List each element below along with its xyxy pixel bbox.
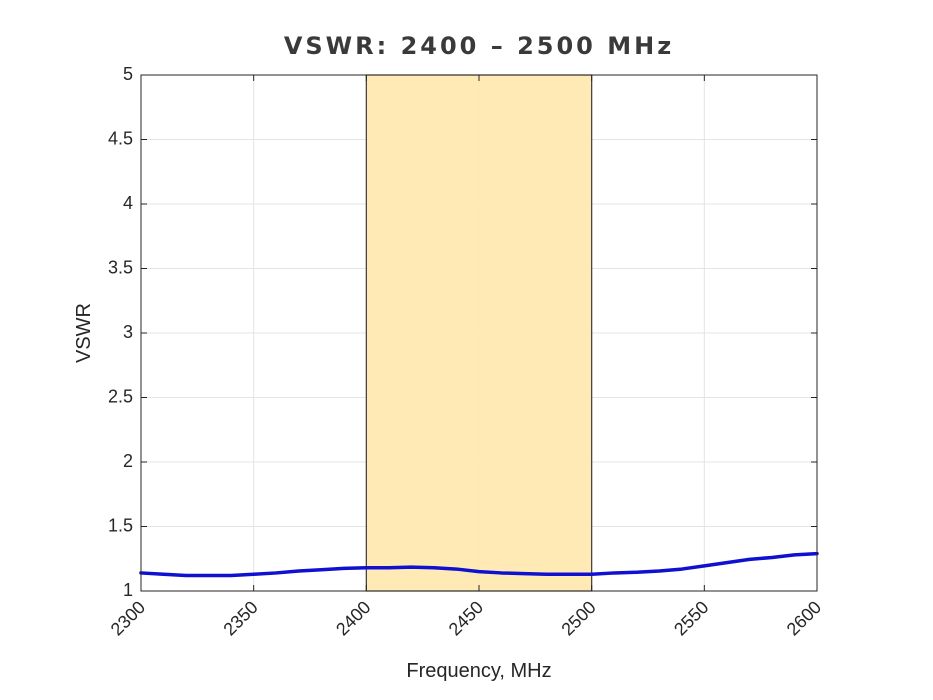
y-tick-label: 4 — [123, 193, 133, 213]
y-axis-ticks: 1 1.5 2 2.5 3 3.5 4 4.5 5 — [108, 64, 817, 600]
y-tick-label: 3 — [123, 322, 133, 342]
vswr-series-line — [139, 551, 819, 578]
y-tick-label: 4.5 — [108, 128, 133, 148]
y-tick-label: 2 — [123, 451, 133, 471]
y-tick-label: 5 — [123, 64, 133, 84]
chart-title: VSWR: 2400 – 2500 MHz — [284, 32, 674, 60]
series-group — [139, 551, 819, 578]
frequency-band-highlight — [365, 74, 593, 592]
x-axis-label: Frequency, MHz — [406, 660, 551, 682]
y-tick-label: 1.5 — [108, 515, 133, 535]
y-axis-label: VSWR — [73, 303, 95, 363]
plot-area: 2300 2350 2400 2450 2500 2550 2600 11.522.533.… — [107, 64, 825, 640]
y-tick-label: 3.5 — [108, 257, 133, 277]
y-tick-label: 2.5 — [108, 386, 133, 406]
y-tick-label: 1 — [123, 580, 133, 600]
